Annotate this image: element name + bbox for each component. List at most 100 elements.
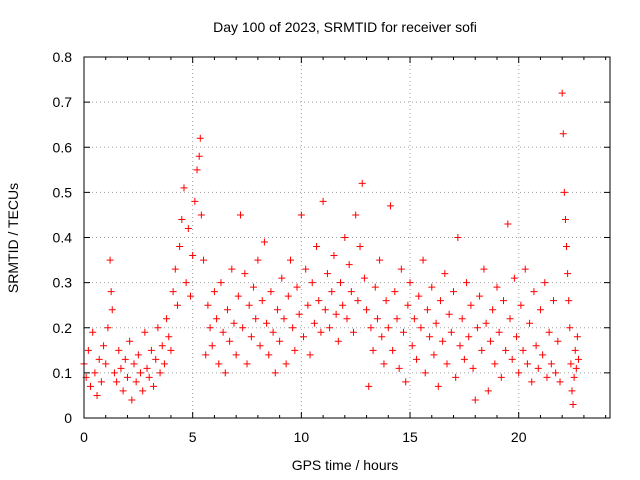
data-point: [482, 319, 490, 327]
data-point: [421, 369, 429, 377]
y-tick-label: 0.6: [53, 139, 73, 155]
data-point: [282, 360, 290, 368]
data-point: [89, 328, 97, 336]
data-point: [176, 243, 184, 251]
grid-layer: [84, 57, 610, 418]
y-axis-label: SRMTID / TECUs: [5, 183, 21, 293]
data-point: [393, 315, 401, 323]
data-point: [267, 288, 275, 296]
data-point: [493, 283, 501, 291]
data-point: [330, 252, 338, 260]
data-point: [519, 346, 527, 354]
data-point: [236, 211, 244, 219]
data-point: [558, 89, 566, 97]
data-point: [93, 391, 101, 399]
data-point: [323, 270, 331, 278]
data-point: [441, 270, 449, 278]
data-point: [402, 378, 410, 386]
data-point: [469, 364, 477, 372]
data-point: [564, 270, 572, 278]
data-point: [134, 351, 142, 359]
data-point: [108, 306, 116, 314]
data-point: [137, 369, 145, 377]
data-point: [300, 333, 308, 341]
x-tick-label: 10: [294, 429, 310, 445]
data-point: [258, 297, 266, 305]
data-point: [513, 333, 521, 341]
data-point: [271, 369, 279, 377]
data-point: [221, 369, 229, 377]
data-point: [265, 351, 273, 359]
data-point: [173, 301, 181, 309]
data-point: [365, 382, 373, 390]
data-point: [463, 279, 471, 287]
data-point: [191, 197, 199, 205]
x-tick-label: 0: [80, 429, 88, 445]
data-point: [559, 130, 567, 138]
data-point: [273, 306, 281, 314]
data-point: [380, 360, 388, 368]
data-point: [571, 346, 579, 354]
data-point: [276, 337, 284, 345]
data-point: [517, 301, 525, 309]
data-point: [497, 373, 505, 381]
data-point: [115, 346, 123, 354]
x-tick-label: 20: [511, 429, 527, 445]
data-point: [165, 333, 173, 341]
data-point: [413, 355, 421, 363]
data-point: [230, 319, 238, 327]
data-point: [350, 328, 358, 336]
data-point: [97, 378, 105, 386]
data-point: [570, 373, 578, 381]
data-point: [95, 355, 103, 363]
data-point: [247, 333, 255, 341]
data-point: [378, 333, 386, 341]
data-point: [152, 355, 160, 363]
data-point: [499, 297, 507, 305]
data-point: [460, 355, 468, 363]
y-tick-label: 0.8: [53, 49, 73, 65]
data-point: [187, 292, 195, 300]
data-point: [313, 243, 321, 251]
data-point: [147, 346, 155, 354]
data-point: [139, 387, 147, 395]
data-point: [568, 387, 576, 395]
data-point: [473, 324, 481, 332]
data-point: [382, 297, 390, 305]
data-point: [150, 382, 158, 390]
data-point: [117, 364, 125, 372]
data-point: [195, 152, 203, 160]
data-point: [352, 211, 360, 219]
data-point: [193, 166, 201, 174]
y-tick-label: 0.2: [53, 320, 73, 336]
data-point: [363, 306, 371, 314]
data-point: [384, 324, 392, 332]
data-point: [572, 364, 580, 372]
data-point: [278, 274, 286, 282]
data-point: [436, 297, 444, 305]
data-point: [573, 333, 581, 341]
data-point: [415, 292, 423, 300]
data-point: [504, 220, 512, 228]
data-point: [84, 346, 92, 354]
data-point: [263, 319, 271, 327]
data-point: [254, 256, 262, 264]
data-point: [563, 243, 571, 251]
data-point: [243, 360, 251, 368]
data-point: [417, 324, 425, 332]
data-point: [526, 319, 534, 327]
data-point: [332, 310, 340, 318]
data-point: [219, 328, 227, 336]
data-point: [389, 346, 397, 354]
x-tick-label: 5: [189, 429, 197, 445]
data-point: [87, 382, 95, 390]
data-point: [107, 288, 115, 296]
data-point: [200, 256, 208, 264]
data-point: [196, 134, 204, 142]
data-point: [343, 315, 351, 323]
data-point: [476, 292, 484, 300]
data-point: [91, 369, 99, 377]
data-point: [397, 265, 405, 273]
data-point: [360, 274, 368, 282]
data-points: [80, 89, 582, 408]
